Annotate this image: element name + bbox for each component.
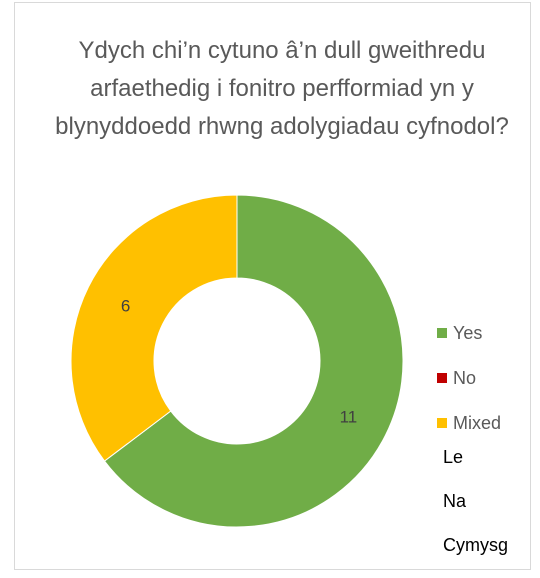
welsh-label-no: Na — [443, 491, 467, 511]
slice-yes — [103, 194, 404, 528]
chart-title: Ydych chi’n cytuno â’n dull gweithredu a… — [55, 37, 509, 140]
welsh-legend-text: Le Na Cymysg — [443, 424, 508, 578]
welsh-label-mixed: Cymysg — [443, 535, 509, 555]
legend-swatch-mixed — [437, 418, 447, 428]
legend-item-no: No — [437, 367, 477, 388]
legend-swatch-no — [437, 373, 447, 383]
data-label-yes: 11 — [340, 407, 358, 426]
legend-label-yes: Yes — [453, 322, 483, 343]
slice-mixed — [70, 194, 238, 462]
legend-item-mixed: Mixed — [437, 412, 502, 433]
legend-item-yes: Yes — [437, 322, 483, 343]
legend-swatch-yes — [437, 328, 447, 338]
legend-label-no: No — [453, 367, 477, 388]
data-label-mixed: 6 — [121, 297, 130, 316]
legend-label-mixed: Mixed — [453, 412, 502, 433]
welsh-label-yes: Le — [443, 447, 464, 467]
